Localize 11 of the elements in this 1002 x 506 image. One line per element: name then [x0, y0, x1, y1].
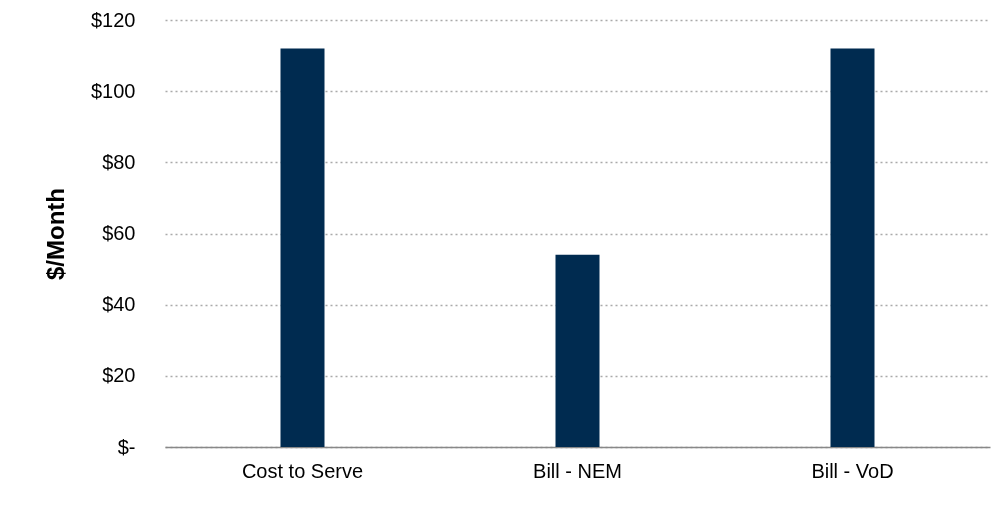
y-tick-label: $20: [102, 364, 136, 387]
y-tick-label: $100: [91, 79, 136, 102]
x-tick-label: Bill - NEM: [533, 459, 622, 482]
y-tick-label: $60: [102, 222, 136, 244]
y-tick-label: $40: [102, 293, 136, 316]
y-axis-title: $/Month: [42, 188, 70, 280]
x-tick-label: Bill - VoD: [811, 459, 894, 482]
x-tick-label: Cost to Serve: [241, 459, 364, 482]
y-tick-label: $120: [91, 8, 136, 31]
y-tick-label: $80: [102, 150, 136, 173]
y-tick-label: $-: [117, 435, 136, 458]
